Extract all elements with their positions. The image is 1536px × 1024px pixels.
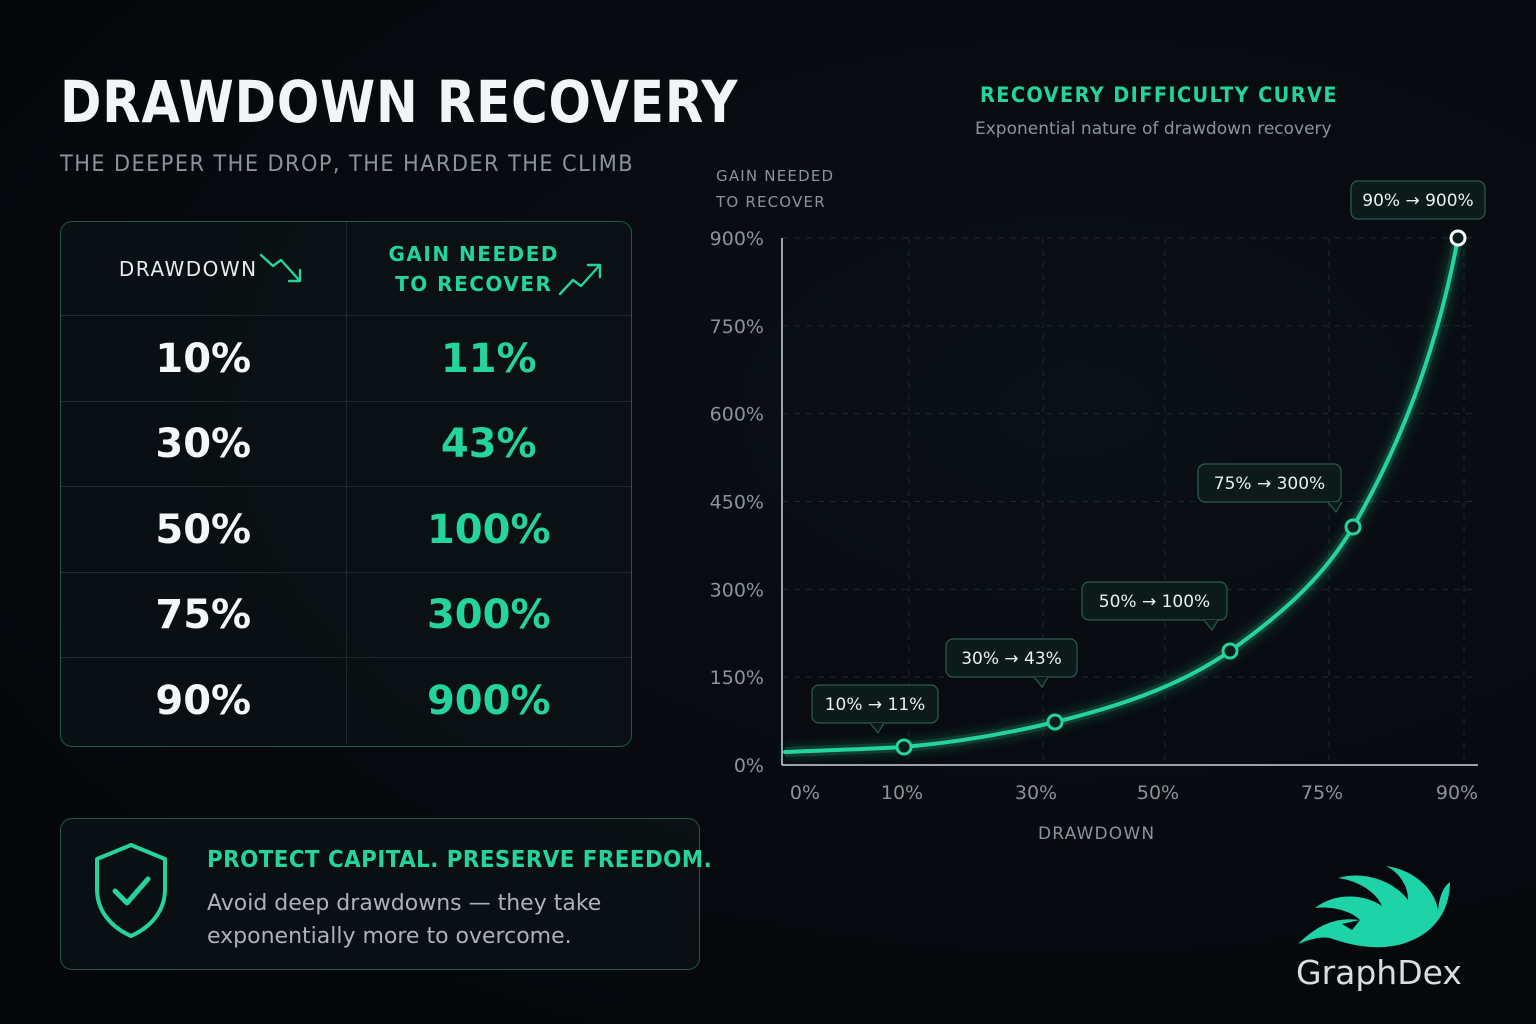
annotation-pointer [1033, 676, 1049, 689]
brand-name: GraphDex [1296, 953, 1462, 992]
chart-subtitle: Exponential nature of drawdown recovery [975, 119, 1332, 139]
page-title: DRAWDOWN RECOVERY [60, 68, 739, 136]
data-point [1449, 229, 1467, 247]
x-tick-label: 0% [790, 782, 820, 804]
x-tick-label: 50% [1137, 782, 1179, 804]
point-annotation: 10% → 11% [811, 684, 939, 735]
table-header-drawdown: DRAWDOWN [61, 222, 347, 315]
drawdown-value: 50% [155, 506, 252, 553]
drawdown-header-label: DRAWDOWN [118, 256, 258, 281]
trend-down-icon [259, 253, 302, 283]
drawdown-value: 90% [155, 677, 252, 724]
curve-line [783, 236, 1460, 754]
gain-cell: 100% [347, 487, 632, 573]
drawdown-cell: 10% [61, 316, 347, 402]
data-point [1046, 713, 1064, 731]
shield-check-icon [95, 843, 167, 938]
annotation-box [1350, 180, 1486, 220]
table-row: 10% 11% [61, 315, 631, 402]
annotation-box [811, 684, 939, 724]
annotation-pointer [869, 722, 885, 735]
point-annotation: 75% → 300% [1197, 463, 1343, 514]
x-axis-label: DRAWDOWN [1038, 824, 1156, 844]
trend-up-icon [558, 263, 601, 296]
y-tick-label: 300% [710, 579, 764, 601]
gain-header-label: GAIN NEEDED TO RECOVER [389, 239, 559, 299]
drawdown-cell: 30% [61, 401, 347, 487]
data-point [1221, 642, 1239, 660]
annotation-box [1081, 581, 1228, 621]
y-tick-label: 600% [710, 404, 764, 426]
gain-value: 43% [440, 421, 537, 468]
table-header-gain: GAIN NEEDED TO RECOVER [347, 222, 632, 315]
gain-value: 100% [426, 506, 551, 553]
table-row: 50% 100% [61, 486, 631, 573]
x-tick-label: 75% [1301, 782, 1343, 804]
gain-header-line2: TO RECOVER [395, 271, 553, 296]
drawdown-cell: 50% [61, 487, 347, 573]
x-tick-label: 90% [1436, 782, 1478, 804]
table-row: 90% 900% [61, 657, 631, 744]
graphdex-logo-icon [1298, 866, 1450, 948]
drawdown-cell: 90% [61, 658, 347, 744]
annotation-label: 10% → 11% [825, 695, 926, 715]
table-row: 30% 43% [61, 400, 632, 488]
callout-panel: PROTECT CAPITAL. PRESERVE FREEDOM. Avoid… [60, 818, 712, 970]
chart-title: RECOVERY DIFFICULTY CURVE [980, 83, 1338, 107]
gain-value: 300% [426, 592, 551, 639]
annotation-label: 90% → 900% [1362, 191, 1473, 211]
point-annotation: 30% → 43% [945, 638, 1078, 689]
annotation-pointer [1327, 501, 1343, 514]
annotation-label: 30% → 43% [961, 649, 1062, 669]
point-annotation: 50% → 100% [1081, 581, 1228, 632]
curve-glow [784, 237, 1463, 757]
table-row: 75% 300% [61, 571, 632, 659]
gain-value: 900% [426, 677, 551, 724]
y-tick-label: 900% [710, 228, 764, 250]
data-point [1344, 518, 1362, 536]
gain-header-line1: GAIN NEEDED [388, 241, 559, 266]
annotation-label: 50% → 100% [1099, 592, 1210, 612]
gain-cell: 43% [347, 402, 632, 488]
y-axis-label-line1: GAIN NEEDED [716, 167, 835, 185]
gain-cell: 300% [347, 573, 632, 659]
gain-value: 11% [440, 335, 537, 382]
annotation-label: 75% → 300% [1214, 474, 1325, 494]
y-tick-label: 450% [710, 492, 764, 514]
drawdown-cell: 75% [61, 572, 347, 658]
gain-cell: 11% [347, 316, 632, 402]
annotation-box [1197, 463, 1342, 503]
gain-cell: 900% [347, 658, 632, 744]
annotation-box [945, 638, 1078, 678]
recovery-table: DRAWDOWN GAIN NEEDED TO RECOVER 10% 11% 30… [60, 221, 632, 747]
callout-body: Avoid deep drawdowns — they take exponen… [207, 891, 602, 949]
drawdown-value: 75% [155, 592, 252, 639]
point-annotation: 90% → 900% [1350, 180, 1486, 220]
y-tick-label: 750% [710, 316, 764, 338]
x-tick-label: 10% [881, 782, 923, 804]
y-tick-label: 150% [710, 667, 764, 689]
data-point [895, 738, 913, 756]
y-axis-label: GAIN NEEDED TO RECOVER [716, 163, 846, 215]
drawdown-value: 30% [155, 421, 252, 468]
y-axis-label-line2: TO RECOVER [716, 193, 826, 211]
y-tick-label: 0% [734, 755, 764, 777]
callout-title: PROTECT CAPITAL. PRESERVE FREEDOM. [207, 847, 713, 873]
page-subtitle: THE DEEPER THE DROP, THE HARDER THE CLIM… [60, 152, 634, 177]
drawdown-value: 10% [155, 335, 252, 382]
table-header-row: DRAWDOWN GAIN NEEDED TO RECOVER [61, 222, 631, 315]
annotation-pointer [1203, 619, 1219, 632]
x-tick-label: 30% [1015, 782, 1057, 804]
